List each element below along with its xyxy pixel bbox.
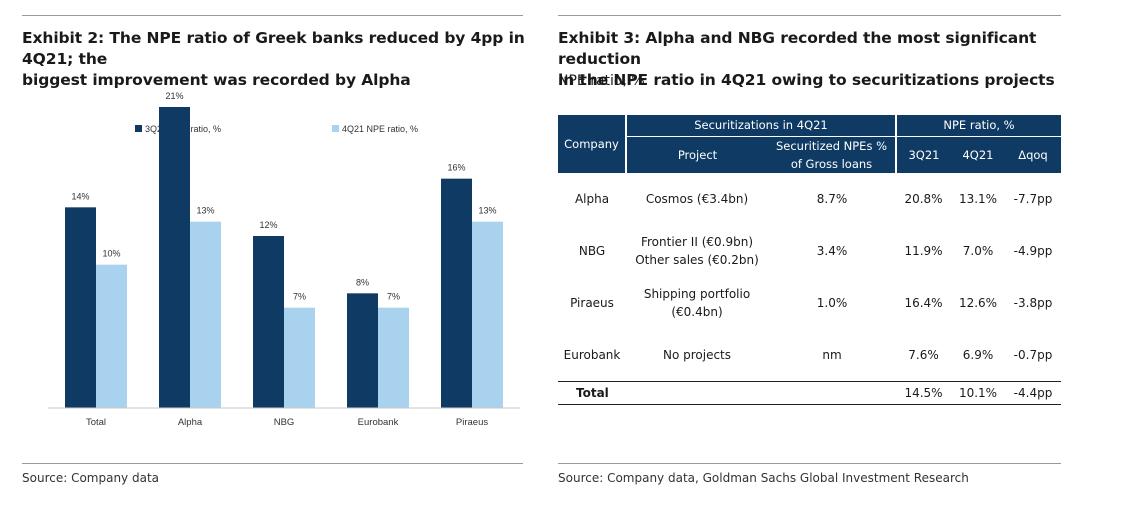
- right-title-line2: in the NPE ratio in 4Q21 owing to securi…: [558, 71, 1055, 89]
- bar-data-label: 12%: [259, 220, 277, 230]
- cell-3q21: 20.8%: [904, 191, 943, 206]
- cell-project: Shipping portfolio (€0.4bn): [626, 277, 768, 329]
- cell-project: Cosmos (€3.4bn): [626, 173, 768, 225]
- bar: [284, 307, 315, 408]
- x-tick-label: Alpha: [178, 417, 203, 428]
- th-company: Company: [558, 115, 626, 173]
- left-bottom-rule: [22, 463, 523, 464]
- table-row: NBG Frontier II (€0.9bn) Other sales (€0…: [558, 225, 1061, 277]
- bar-data-label: 21%: [165, 91, 183, 101]
- right-title-line1: Exhibit 3: Alpha and NBG recorded the mo…: [558, 29, 1037, 68]
- cell-4q21: 6.9%: [962, 347, 994, 362]
- cell-total-3q21: 14.5%: [896, 380, 951, 405]
- left-title-line1: Exhibit 2: The NPE ratio of Greek banks …: [22, 29, 525, 68]
- bar-data-label: 7%: [293, 292, 306, 302]
- bar: [441, 178, 472, 408]
- cell-securitized: 8.7%: [816, 191, 848, 206]
- table-row: Alpha Cosmos (€3.4bn) 8.7% 20.8% 13.1% -…: [558, 173, 1061, 225]
- cell-delta: -4.9pp: [1013, 243, 1053, 258]
- cell-total-empty: [626, 380, 768, 405]
- cell-project-line1: Shipping portfolio: [643, 286, 751, 301]
- th-4q21: 4Q21: [951, 136, 1005, 173]
- th-npe-ratio: NPE ratio, %: [895, 115, 1061, 137]
- cell-securitized: 1.0%: [816, 295, 848, 310]
- bar-data-label: 16%: [447, 163, 465, 173]
- th-securitized-line2: of Gross loans: [790, 156, 873, 171]
- left-title: Exhibit 2: The NPE ratio of Greek banks …: [22, 28, 532, 91]
- cell-3q21: 11.9%: [904, 243, 943, 258]
- legend-swatch: [135, 125, 142, 132]
- cell-delta: -3.8pp: [1013, 295, 1053, 310]
- bar-data-label: 13%: [478, 206, 496, 216]
- bar-data-label: 8%: [356, 277, 369, 287]
- bar: [253, 236, 284, 408]
- cell-total-empty: [768, 380, 896, 405]
- x-tick-label: Total: [86, 417, 106, 428]
- cell-total-label: Total: [558, 380, 626, 405]
- th-project: Project: [625, 136, 768, 173]
- cell-delta: -0.7pp: [1013, 347, 1053, 362]
- legend-label: 4Q21 NPE ratio, %: [342, 124, 418, 134]
- bar: [378, 307, 409, 408]
- cell-securitized: 3.4%: [816, 243, 848, 258]
- x-tick-label: NBG: [274, 417, 295, 428]
- cell-4q21: 7.0%: [962, 243, 994, 258]
- cell-company: Eurobank: [563, 347, 621, 362]
- cell-company: Alpha: [574, 191, 610, 206]
- bar: [159, 107, 190, 408]
- cell-project-line2: Other sales (€0.2bn): [635, 252, 759, 267]
- x-tick-label: Eurobank: [358, 417, 399, 428]
- cell-project-line1: Cosmos (€3.4bn): [645, 191, 749, 206]
- bar: [472, 221, 503, 408]
- cell-3q21: 16.4%: [904, 295, 943, 310]
- th-delta: Δqoq: [1005, 136, 1061, 173]
- th-securitizations: Securitizations in 4Q21: [625, 115, 896, 137]
- right-bottom-rule: [558, 463, 1061, 464]
- legend-swatch: [332, 125, 339, 132]
- npe-bar-chart: 3Q21 NPE ratio, %4Q21 NPE ratio, % 14%10…: [48, 91, 520, 428]
- right-source: Source: Company data, Goldman Sachs Glob…: [558, 471, 969, 485]
- bar-data-label: 14%: [71, 191, 89, 201]
- left-top-rule: [22, 15, 523, 16]
- bar: [347, 293, 378, 408]
- bar: [65, 207, 96, 408]
- th-securitized-line1: Securitized NPEs %: [775, 138, 888, 153]
- cell-total-4q21: 10.1%: [951, 380, 1005, 405]
- right-subtitle: NPE ratio, %: [558, 73, 645, 89]
- cell-company: Piraeus: [570, 295, 614, 310]
- left-title-line2: biggest improvement was recorded by Alph…: [22, 71, 411, 89]
- cell-securitized: nm: [822, 347, 842, 362]
- cell-company: NBG: [578, 243, 606, 258]
- left-source: Source: Company data: [22, 471, 160, 485]
- cell-delta: -7.7pp: [1013, 191, 1053, 206]
- right-top-rule: [558, 15, 1061, 16]
- cell-project: No projects: [626, 329, 768, 382]
- cell-project-line1: Frontier II (€0.9bn): [640, 234, 753, 249]
- cell-project: Frontier II (€0.9bn) Other sales (€0.2bn…: [626, 225, 768, 277]
- right-title: Exhibit 3: Alpha and NBG recorded the mo…: [558, 28, 1118, 91]
- chart-bars: 14% 10% 21% 13% 12% 7% 8% 7% 16% 13%: [65, 91, 503, 408]
- bar-data-label: 7%: [387, 292, 400, 302]
- npe-table: Company Securitizations in 4Q21 NPE rati…: [558, 115, 1061, 405]
- x-tick-label: Piraeus: [456, 417, 488, 428]
- x-tick-labels: Total Alpha NBG Eurobank Piraeus: [86, 417, 488, 428]
- cell-4q21: 12.6%: [958, 295, 998, 310]
- cell-project-line2: (€0.4bn): [671, 304, 723, 319]
- bar: [190, 221, 221, 408]
- table-total-row: Total 14.5% 10.1% -4.4pp: [558, 380, 1061, 405]
- table-row: Eurobank No projects nm 7.6% 6.9% -0.7pp: [558, 329, 1061, 382]
- th-3q21: 3Q21: [895, 136, 951, 173]
- cell-project-line1: No projects: [662, 347, 732, 362]
- cell-3q21: 7.6%: [908, 347, 939, 362]
- th-securitized: Securitized NPEs % of Gross loans: [768, 136, 896, 173]
- cell-total-delta: -4.4pp: [1005, 380, 1061, 405]
- bar-data-label: 10%: [102, 249, 120, 259]
- bar-data-label: 13%: [196, 206, 214, 216]
- table-row: Piraeus Shipping portfolio (€0.4bn) 1.0%…: [558, 277, 1061, 329]
- cell-4q21: 13.1%: [958, 191, 998, 206]
- bar: [96, 264, 127, 408]
